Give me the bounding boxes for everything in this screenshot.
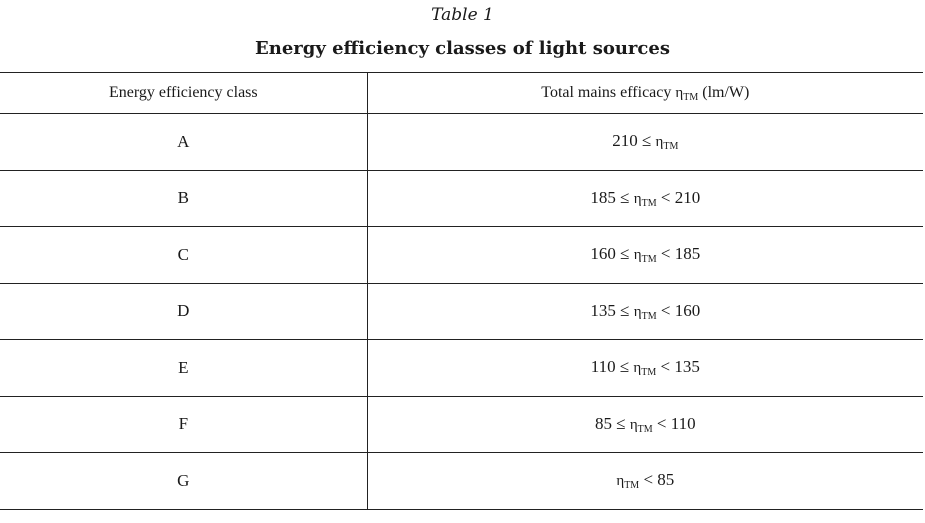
efficacy-sub: TM (641, 254, 657, 266)
efficacy-symbol: η (629, 416, 638, 433)
efficacy-symbol: η (633, 190, 642, 207)
table-row: C 160 ≤ ηTM < 185 (0, 226, 923, 284)
efficacy-lower: 110 ≤ (590, 357, 634, 377)
efficacy-upper: < 135 (656, 357, 700, 377)
cell-class: A (0, 113, 368, 171)
efficacy-upper: < 85 (639, 470, 675, 490)
efficacy-symbol: η (616, 473, 625, 490)
table-row: B 185 ≤ ηTM < 210 (0, 170, 923, 227)
table-row: E 110 ≤ ηTM < 135 (0, 339, 923, 397)
table-label: Table 1 (431, 5, 494, 25)
efficacy-symbol: η (655, 134, 664, 151)
efficacy-sub: TM (663, 141, 679, 153)
efficacy-sub: TM (641, 197, 657, 209)
efficacy-sub: TM (641, 367, 657, 379)
header-efficacy-prefix: Total mains efficacy (541, 83, 676, 101)
cell-efficacy: 185 ≤ ηTM < 210 (367, 170, 923, 227)
cell-efficacy: 135 ≤ ηTM < 160 (367, 283, 923, 340)
cell-class: D (0, 283, 368, 340)
cell-efficacy: 85 ≤ ηTM < 110 (367, 396, 923, 453)
header-class: Energy efficiency class (0, 72, 368, 114)
cell-class: G (0, 452, 368, 510)
table-body: A 210 ≤ ηTM B 185 ≤ ηTM < 210 C 160 ≤ ηTM < 1… (0, 113, 923, 510)
cell-efficacy: 110 ≤ ηTM < 135 (367, 339, 923, 397)
cell-class: F (0, 396, 368, 453)
efficacy-lower: 85 ≤ (594, 413, 630, 433)
efficacy-sub: TM (641, 310, 657, 322)
efficacy-upper: < 160 (656, 300, 701, 320)
efficacy-upper: < 210 (656, 187, 701, 207)
cell-efficacy: ηTM < 85 (367, 452, 923, 510)
efficacy-upper: < 110 (652, 413, 696, 433)
table-title: Energy efficiency classes of light sourc… (255, 38, 670, 59)
efficacy-lower: 135 ≤ (590, 300, 634, 320)
efficacy-lower: 160 ≤ (590, 244, 634, 264)
efficacy-lower: 210 ≤ (612, 131, 656, 151)
cell-class: E (0, 339, 368, 397)
efficacy-symbol: η (633, 247, 642, 264)
header-efficacy-symbol: η (675, 84, 684, 101)
cell-efficacy: 210 ≤ ηTM (367, 113, 923, 171)
efficacy-sub: TM (624, 480, 640, 492)
table-row: F 85 ≤ ηTM < 110 (0, 396, 923, 453)
table-row: D 135 ≤ ηTM < 160 (0, 283, 923, 340)
cell-class: B (0, 170, 368, 227)
efficacy-symbol: η (633, 303, 642, 320)
efficacy-symbol: η (633, 360, 642, 377)
header-efficacy: Total mains efficacy ηTM (lm/W) (367, 72, 923, 114)
cell-efficacy: 160 ≤ ηTM < 185 (367, 226, 923, 284)
efficacy-sub: TM (637, 423, 653, 435)
header-row: Energy efficiency class Total mains effi… (0, 72, 923, 114)
cell-class: C (0, 226, 368, 284)
header-efficacy-unit: (lm/W) (698, 83, 750, 101)
table-row: A 210 ≤ ηTM (0, 113, 923, 171)
efficiency-table: Energy efficiency class Total mains effi… (0, 72, 923, 510)
efficacy-lower: 185 ≤ (590, 187, 634, 207)
header-efficacy-sub: TM (683, 91, 699, 103)
efficacy-upper: < 185 (656, 244, 701, 264)
